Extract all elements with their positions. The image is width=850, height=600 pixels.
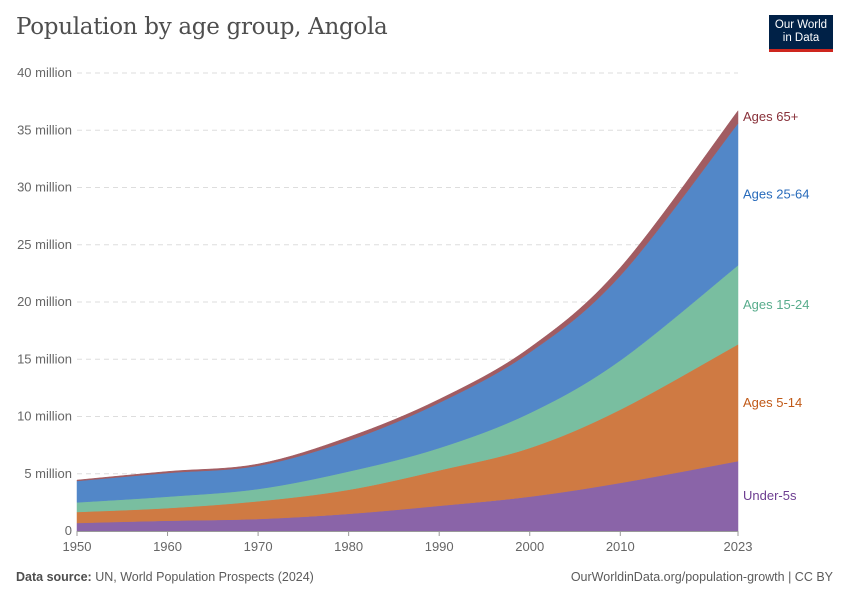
source-label: Data source:	[16, 570, 92, 584]
x-tick-label: 1990	[425, 539, 454, 554]
x-tick-label: 2000	[515, 539, 544, 554]
y-tick-label: 20 million	[17, 294, 72, 309]
data-source: Data source: UN, World Population Prospe…	[16, 570, 314, 584]
area-ages-65-	[76, 110, 739, 482]
y-tick-label: 25 million	[17, 237, 72, 252]
legend-label: Ages 65+	[743, 109, 798, 124]
y-tick-label: 5 million	[24, 466, 72, 481]
y-tick-label: 10 million	[17, 409, 72, 424]
owid-logo[interactable]: Our World in Data	[769, 15, 833, 52]
y-tick-label: 35 million	[17, 122, 72, 137]
legend-label: Under-5s	[743, 488, 797, 503]
footer-link[interactable]: OurWorldinData.org/population-growth | C…	[570, 570, 833, 584]
y-tick-label: 40 million	[17, 65, 72, 80]
y-tick-label: 0	[65, 523, 72, 538]
x-tick-label: 1970	[244, 539, 273, 554]
x-tick-label: 1980	[334, 539, 363, 554]
logo-text: Our World in Data	[774, 19, 828, 44]
x-tick-label: 2010	[606, 539, 635, 554]
x-tick-label: 1950	[63, 539, 92, 554]
y-tick-label: 15 million	[17, 351, 72, 366]
x-tick-label: 2023	[724, 539, 753, 554]
x-tick-label: 1960	[153, 539, 182, 554]
chart-title: Population by age group, Angola	[16, 14, 388, 40]
y-tick-label: 30 million	[17, 180, 72, 195]
legend-label: Ages 25-64	[743, 186, 810, 201]
source-text: UN, World Population Prospects (2024)	[95, 570, 314, 584]
legend-label: Ages 15-24	[743, 297, 810, 312]
legend-label: Ages 5-14	[743, 395, 802, 410]
